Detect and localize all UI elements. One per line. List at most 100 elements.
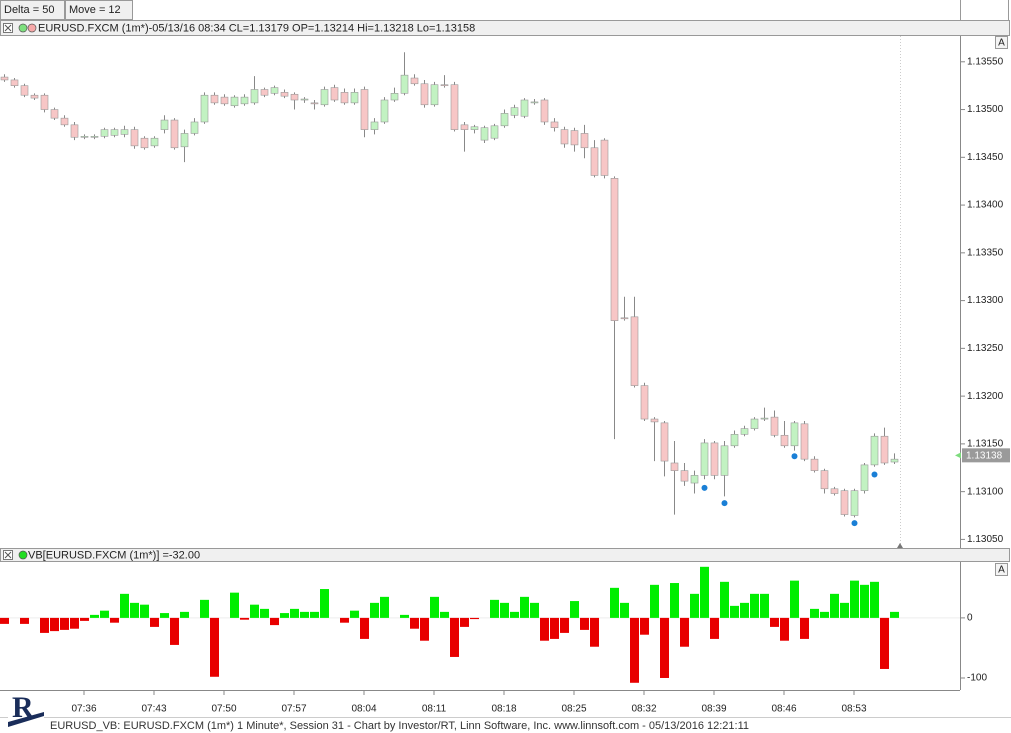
volume-bar — [790, 580, 799, 618]
autoscale-button[interactable] — [995, 563, 1008, 576]
signal-dot — [871, 471, 878, 478]
delta-label: Delta = 50 — [4, 4, 54, 16]
down-icon — [27, 23, 37, 33]
price-header-text: EURUSD.FXCM (1m*)-05/13/16 08:34 CL=1.13… — [38, 22, 475, 34]
close-icon — [4, 24, 12, 32]
candle-body — [560, 129, 569, 145]
x-tick-label: 08:25 — [561, 704, 586, 715]
candle-body — [370, 121, 379, 130]
candle-body — [400, 74, 409, 94]
volume-bar — [630, 617, 639, 683]
candle-body — [380, 99, 389, 123]
volume-bar — [670, 583, 679, 618]
candle-body — [120, 129, 129, 135]
volume-bar — [440, 611, 449, 618]
price-header — [0, 20, 1010, 36]
candle-body — [680, 470, 689, 482]
x-tick-label: 07:50 — [211, 704, 236, 715]
signal-dot — [701, 484, 708, 491]
volume-header — [0, 548, 1010, 562]
candle-body — [210, 94, 219, 104]
volume-bar — [410, 617, 419, 629]
volume-bar — [770, 617, 779, 627]
volume-bar — [490, 599, 499, 618]
volume-bar — [470, 617, 479, 620]
volume-bar — [320, 589, 329, 618]
volume-bar — [60, 617, 69, 630]
move-label: Move = 12 — [69, 4, 121, 16]
candle-body — [750, 418, 759, 429]
signal-dot — [791, 453, 798, 460]
volume-bar — [580, 617, 589, 630]
candle-body — [300, 98, 309, 101]
volume-bar — [640, 617, 649, 635]
axis: 1.13550 1.13500 1.13450 1.13400 1.13350 1.133… — [960, 56, 1004, 545]
y-tick-label: 1.13350 — [967, 247, 1004, 258]
y-tick-label: 1.13450 — [967, 152, 1004, 163]
volume-bar — [620, 602, 629, 618]
candle-body — [260, 89, 269, 96]
y-tick-label: 1.13400 — [967, 200, 1004, 211]
x-tick-label: 08:39 — [701, 704, 726, 715]
volume-bar — [360, 617, 369, 639]
volume-bar — [40, 617, 49, 633]
candle-body — [160, 119, 169, 130]
candle-body — [800, 423, 809, 460]
candle-body — [250, 89, 259, 104]
candle-body — [290, 93, 299, 101]
y-tick-label: 1.13550 — [967, 56, 1004, 67]
candle-body — [200, 94, 209, 123]
y-tick-label: 1.13100 — [967, 486, 1004, 497]
autoscale-button[interactable] — [995, 36, 1008, 49]
volume-bar — [520, 596, 529, 618]
volume-bar — [70, 617, 79, 629]
volume-bar — [700, 566, 709, 618]
volume-bar — [750, 593, 759, 618]
volume-bar — [800, 617, 809, 639]
axis: 0 -100 — [960, 613, 987, 684]
delta-button[interactable] — [0, 0, 65, 20]
candle-body — [40, 94, 49, 110]
signal-dot — [851, 520, 858, 527]
y-tick-label: 1.13500 — [967, 104, 1004, 115]
volume-bar — [610, 587, 619, 618]
x-tick-label: 08:46 — [771, 704, 796, 715]
logo-swoosh — [8, 712, 44, 727]
candle-body — [360, 89, 369, 130]
candle-body — [620, 317, 629, 320]
candle-body — [780, 434, 789, 447]
volume-bar — [240, 617, 249, 620]
candle-body — [0, 76, 9, 81]
volume-bar — [300, 611, 309, 618]
volume-bar — [830, 593, 839, 618]
candle-body — [320, 89, 329, 106]
candle-body — [870, 435, 879, 466]
candle-body — [830, 488, 839, 494]
volume-bar — [50, 617, 59, 632]
x-tick-label: 08:11 — [422, 704, 447, 715]
volume-bar — [880, 617, 889, 669]
move-button[interactable] — [65, 0, 133, 20]
candle-body — [240, 96, 249, 105]
candle-body — [420, 83, 429, 106]
candle-body — [730, 434, 739, 447]
volume-header-text: VB[EURUSD.FXCM (1m*)] =-32.00 — [28, 549, 200, 561]
volume-bar — [690, 593, 699, 618]
candle-body — [80, 135, 89, 138]
candle-body — [570, 130, 579, 146]
volume-bar — [680, 617, 689, 647]
volume-bar — [130, 602, 139, 618]
x-tick-label: 08:04 — [351, 704, 376, 715]
candle-body — [530, 101, 539, 104]
x-tick-label: 08:32 — [631, 704, 656, 715]
volume-bar — [310, 611, 319, 618]
candle-body — [190, 121, 199, 134]
candle-body — [820, 470, 829, 490]
candle-body — [220, 96, 229, 105]
volume-bar — [150, 617, 159, 627]
candle-body — [520, 99, 529, 117]
volume-bar — [340, 617, 349, 623]
candle-body — [760, 417, 769, 420]
volume-icon — [18, 550, 28, 560]
volume-bar — [90, 614, 99, 618]
